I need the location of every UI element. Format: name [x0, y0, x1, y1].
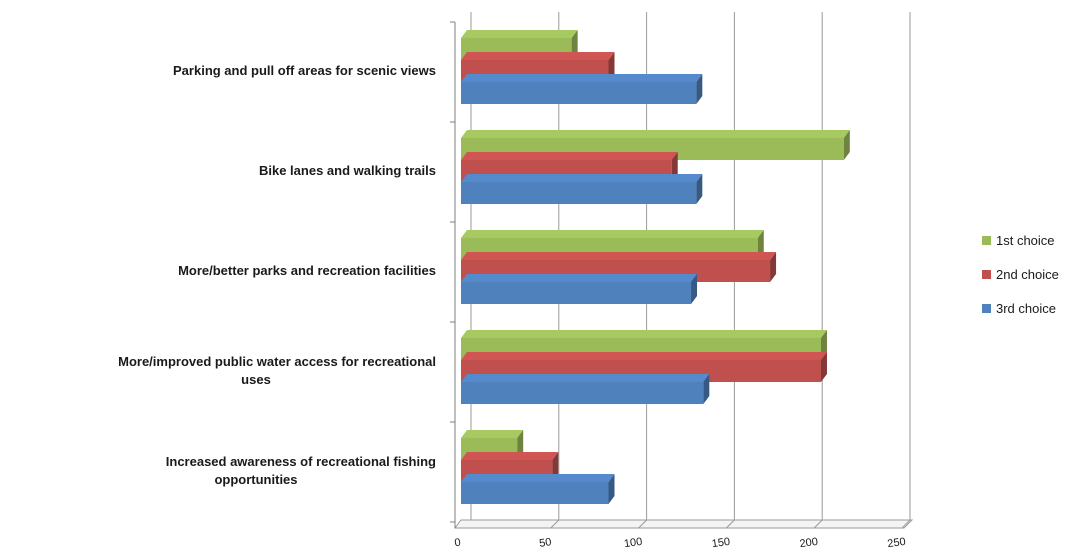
- bar: [461, 274, 698, 304]
- category-label: uses: [241, 372, 271, 387]
- category-label: More/improved public water access for re…: [118, 354, 436, 369]
- legend-item: 2nd choice: [982, 267, 1059, 282]
- legend-swatch: [982, 270, 991, 279]
- gridline-floor: [550, 519, 560, 529]
- category-label: Parking and pull off areas for scenic vi…: [173, 63, 436, 78]
- bar-side-face: [703, 374, 710, 404]
- bar-top-face: [461, 152, 678, 160]
- bar-top-face: [461, 474, 615, 482]
- bar-top-face: [461, 374, 710, 382]
- legend: 1st choice 2nd choice 3rd choice: [982, 233, 1059, 316]
- bar-side-face: [608, 474, 615, 504]
- category-label: More/better parks and recreation facilit…: [178, 263, 436, 278]
- gridline-floor: [638, 519, 647, 529]
- bar-side-face: [696, 74, 703, 104]
- x-tick-label: 0: [454, 537, 462, 550]
- bar-top-face: [461, 30, 578, 38]
- bar-front-face: [461, 482, 609, 504]
- bar-top-face: [461, 230, 764, 238]
- legend-item: 3rd choice: [982, 301, 1056, 316]
- bar-top-face: [461, 52, 615, 60]
- gridline-floor: [726, 519, 735, 529]
- category-label: opportunities: [214, 472, 297, 487]
- bar-top-face: [461, 174, 703, 182]
- bar-front-face: [461, 282, 692, 304]
- bar-side-face: [843, 130, 850, 160]
- legend-label: 1st choice: [996, 233, 1055, 248]
- bar-top-face: [461, 252, 777, 260]
- category-label: Increased awareness of recreational fish…: [166, 454, 436, 469]
- legend-label: 2nd choice: [996, 267, 1059, 282]
- bar: [461, 174, 703, 204]
- bar-top-face: [461, 330, 827, 338]
- x-tick-label: 200: [799, 536, 819, 550]
- legend-label: 3rd choice: [996, 301, 1056, 316]
- legend-swatch: [982, 236, 991, 245]
- bar-front-face: [461, 182, 697, 204]
- bar-side-face: [770, 252, 777, 282]
- bar-top-face: [461, 452, 559, 460]
- category-labels: Parking and pull off areas for scenic vi…: [118, 63, 436, 487]
- legend-swatch: [982, 304, 991, 313]
- bar-top-face: [461, 274, 698, 282]
- floor-plane: [454, 519, 914, 529]
- bar-top-face: [461, 74, 703, 82]
- bars: [461, 30, 850, 504]
- bar: [461, 474, 615, 504]
- bar: [461, 74, 703, 104]
- legend-item: 1st choice: [982, 233, 1055, 248]
- x-tick-label: 150: [711, 536, 731, 550]
- bar-side-face: [691, 274, 698, 304]
- bar-top-face: [461, 352, 827, 360]
- x-tick-label: 250: [887, 536, 907, 550]
- bar-front-face: [461, 82, 697, 104]
- bar-front-face: [461, 382, 704, 404]
- bar-side-face: [696, 174, 703, 204]
- gridline-floor: [901, 519, 911, 529]
- x-axis-ticks: 0 50 100 150 200 250: [454, 536, 907, 550]
- category-label: Bike lanes and walking trails: [259, 163, 436, 178]
- x-tick-label: 50: [538, 536, 552, 550]
- gridline-floor: [813, 519, 823, 529]
- bar-top-face: [461, 130, 850, 138]
- bar-top-face: [461, 430, 524, 438]
- bar: [461, 374, 710, 404]
- bar-side-face: [820, 352, 827, 382]
- x-tick-label: 100: [623, 536, 643, 550]
